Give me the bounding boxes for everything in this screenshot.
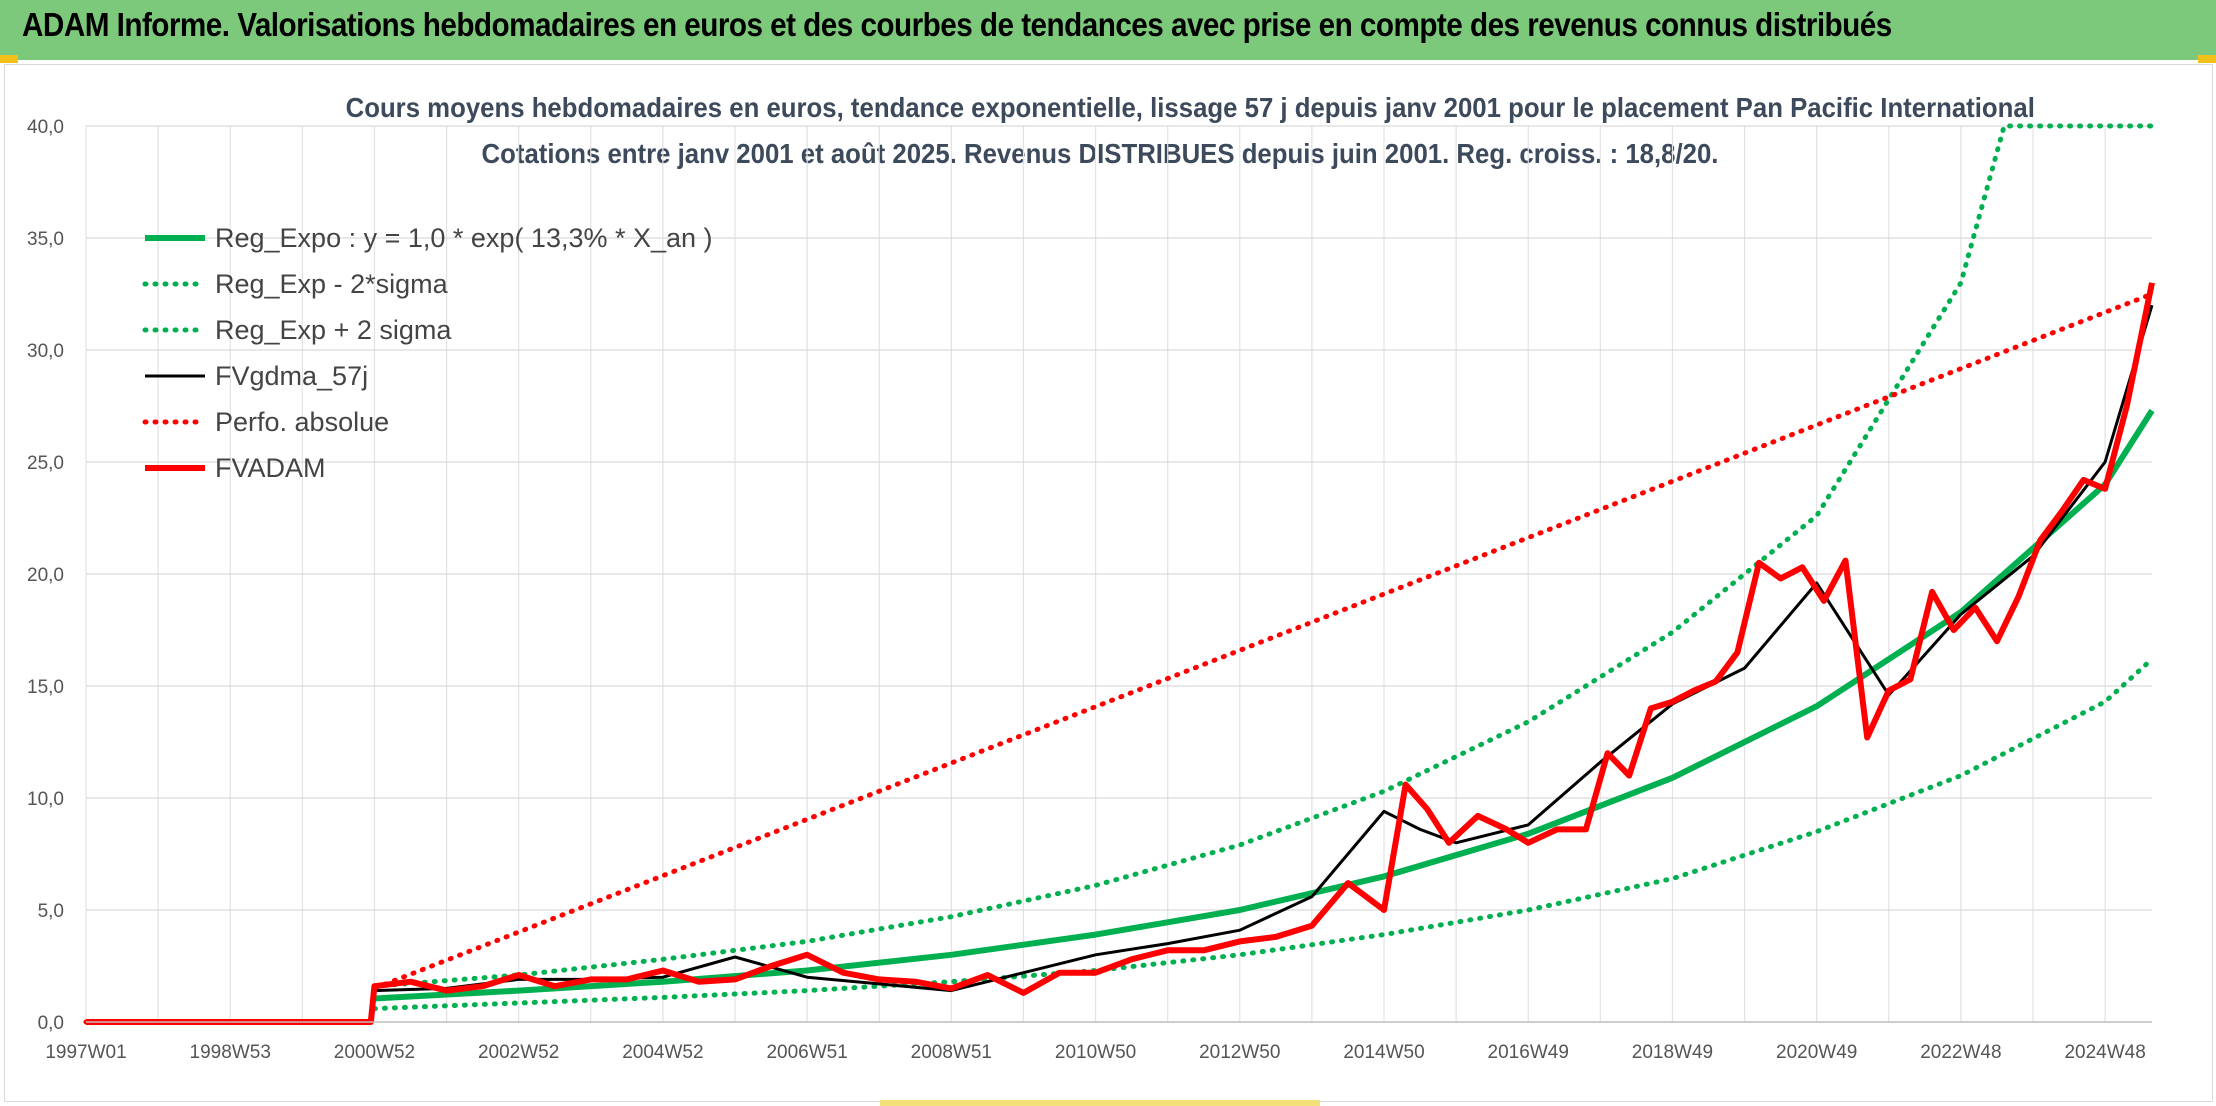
legend-label: Reg_Expo : y = 1,0 * exp( 13,3% * X_an ) xyxy=(215,223,713,253)
x-tick-label: 2000W52 xyxy=(334,1042,415,1063)
series-line-3 xyxy=(374,304,2154,993)
y-tick-label: 15,0 xyxy=(27,677,64,698)
x-tick-label: 2016W49 xyxy=(1488,1042,1569,1063)
x-tick-label: 1997W01 xyxy=(45,1042,126,1063)
x-tick-label: 2006W51 xyxy=(766,1042,847,1063)
x-tick-label: 2012W50 xyxy=(1199,1042,1280,1063)
series-line-5 xyxy=(86,282,2155,1025)
x-tick-label: 1998W53 xyxy=(190,1042,271,1063)
x-tick-label: 2020W49 xyxy=(1776,1042,1857,1063)
x-tick-label: 2014W50 xyxy=(1343,1042,1424,1063)
y-tick-label: 5,0 xyxy=(38,901,64,922)
x-tick-label: 2022W48 xyxy=(1920,1042,2001,1063)
chart-frame xyxy=(4,64,2213,1102)
bottom-accent xyxy=(880,1100,1320,1106)
legend-label: FVgdma_57j xyxy=(215,361,368,391)
x-tick-label: 2008W51 xyxy=(911,1042,992,1063)
legend-label: Perfo. absolue xyxy=(215,407,389,437)
axis-layer: 0,0 5,0 10,0 15,0 20,0 25,0 30,0 35,0 40,0 1997W0… xyxy=(27,117,2152,1063)
title-banner xyxy=(0,0,2216,60)
y-tick-label: 30,0 xyxy=(27,341,64,362)
y-tick-label: 20,0 xyxy=(27,565,64,586)
y-tick-label: 40,0 xyxy=(27,117,64,138)
y-tick-label: 10,0 xyxy=(27,789,64,810)
x-tick-label: 2002W52 xyxy=(478,1042,559,1063)
series-line-4 xyxy=(83,291,2155,1025)
banner-corner-left xyxy=(0,55,18,63)
y-tick-label: 0,0 xyxy=(38,1013,64,1034)
y-tick-label: 25,0 xyxy=(27,453,64,474)
chart-title-line2: Cotations entre janv 2001 et août 2025. … xyxy=(481,138,1719,169)
banner-corner-right xyxy=(2198,55,2216,63)
y-tick-label: 35,0 xyxy=(27,229,64,250)
chart-title-line1: Cours moyens hebdomadaires en euros, ten… xyxy=(345,92,2035,123)
grid-layer xyxy=(85,125,2152,1023)
banner-title: ADAM Informe. Valorisations hebdomadaire… xyxy=(22,6,1892,43)
legend-label: Reg_Exp + 2 sigma xyxy=(215,315,452,345)
x-tick-label: 2010W50 xyxy=(1055,1042,1136,1063)
x-tick-label: 2004W52 xyxy=(622,1042,703,1063)
x-tick-label: 2024W48 xyxy=(2064,1042,2145,1063)
legend-label: FVADAM xyxy=(215,453,326,483)
legend-label: Reg_Exp - 2*sigma xyxy=(215,269,449,299)
x-tick-label: 2018W49 xyxy=(1632,1042,1713,1063)
series-line-2 xyxy=(371,123,2155,989)
series-line-1 xyxy=(371,656,2155,1012)
legend-layer: Reg_Expo : y = 1,0 * exp( 13,3% * X_an )… xyxy=(142,223,713,483)
